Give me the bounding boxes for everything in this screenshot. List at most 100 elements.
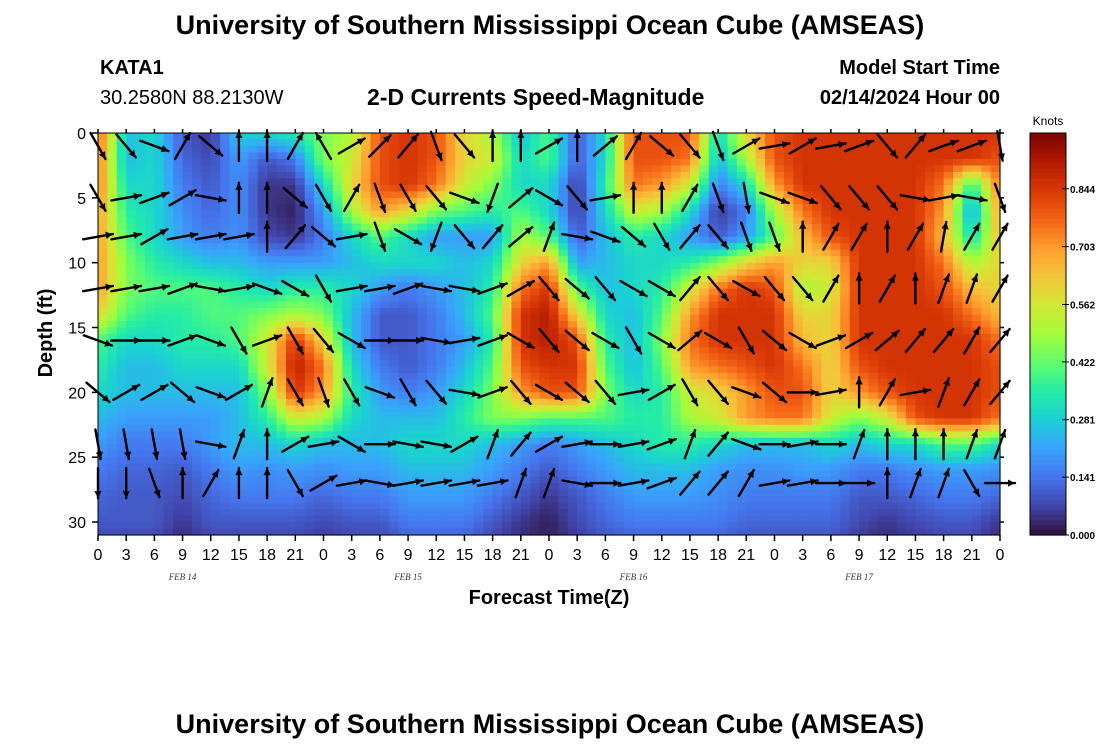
heatmap-cell bbox=[408, 418, 419, 426]
heatmap-cell bbox=[295, 385, 306, 393]
heatmap-cell bbox=[765, 327, 776, 335]
heatmap-cell bbox=[765, 418, 776, 426]
heatmap-cell bbox=[680, 204, 691, 212]
heatmap-cell bbox=[408, 210, 419, 218]
heatmap-cell bbox=[699, 437, 710, 445]
heatmap-cell bbox=[389, 334, 400, 342]
heatmap-cell bbox=[915, 321, 926, 329]
heatmap-cell bbox=[342, 256, 353, 264]
heatmap-cell bbox=[539, 411, 550, 419]
heatmap-cell bbox=[473, 308, 484, 316]
heatmap-cell bbox=[943, 346, 954, 355]
heatmap-cell bbox=[549, 327, 559, 335]
heatmap-cell bbox=[238, 197, 249, 205]
heatmap-cell bbox=[567, 359, 578, 368]
heatmap-cell bbox=[398, 165, 409, 173]
heatmap-cell bbox=[314, 204, 325, 212]
heatmap-cell bbox=[229, 139, 240, 147]
heatmap-cell bbox=[398, 171, 409, 179]
heatmap-cell bbox=[285, 230, 296, 238]
heatmap-cell bbox=[276, 405, 287, 413]
heatmap-cell bbox=[934, 236, 945, 244]
heatmap-cell bbox=[915, 353, 926, 361]
heatmap-cell bbox=[370, 327, 381, 335]
heatmap-cell bbox=[238, 262, 249, 270]
heatmap-cell bbox=[276, 262, 287, 270]
heatmap-cell bbox=[173, 405, 184, 413]
heatmap-cell bbox=[154, 353, 165, 361]
heatmap-cell bbox=[755, 353, 766, 361]
heatmap-cell bbox=[783, 457, 794, 465]
heatmap-cell bbox=[464, 353, 475, 361]
heatmap-cell bbox=[314, 450, 325, 458]
heatmap-cell bbox=[502, 262, 513, 270]
heatmap-cell bbox=[595, 249, 606, 257]
heatmap-cell bbox=[971, 398, 982, 406]
heatmap-cell bbox=[774, 314, 785, 322]
heatmap-cell bbox=[201, 197, 212, 205]
heatmap-cell bbox=[793, 171, 804, 179]
heatmap-cell bbox=[173, 243, 184, 251]
heatmap-cell bbox=[116, 444, 127, 452]
heatmap-cell bbox=[924, 295, 935, 303]
heatmap-cell bbox=[981, 165, 992, 173]
heatmap-cell bbox=[783, 359, 794, 368]
heatmap-cell bbox=[107, 275, 118, 283]
heatmap-cell bbox=[267, 288, 278, 296]
heatmap-cell bbox=[98, 437, 108, 445]
heatmap-cell bbox=[455, 204, 466, 212]
heatmap-cell bbox=[943, 191, 954, 199]
heatmap-cell bbox=[605, 379, 616, 387]
heatmap-cell bbox=[530, 301, 541, 309]
heatmap-cell bbox=[238, 184, 249, 192]
heatmap-cell bbox=[98, 308, 108, 316]
heatmap-cell bbox=[887, 372, 898, 380]
heatmap-cell bbox=[210, 424, 221, 432]
heatmap-cell bbox=[868, 230, 879, 238]
heatmap-cell bbox=[116, 282, 127, 290]
heatmap-cell bbox=[971, 204, 982, 212]
heatmap-cell bbox=[238, 301, 249, 309]
heatmap-cell bbox=[896, 398, 907, 406]
heatmap-cell bbox=[511, 171, 522, 179]
heatmap-cell bbox=[652, 359, 663, 368]
heatmap-cell bbox=[746, 418, 757, 426]
heatmap-cell bbox=[849, 171, 860, 179]
heatmap-cell bbox=[708, 217, 719, 225]
heatmap-cell bbox=[849, 204, 860, 212]
heatmap-cell bbox=[718, 372, 729, 380]
heatmap-cell bbox=[887, 165, 898, 173]
heatmap-cell bbox=[624, 256, 635, 264]
heatmap-cell bbox=[981, 457, 992, 465]
heatmap-cell bbox=[464, 444, 475, 452]
heatmap-cell bbox=[502, 431, 513, 439]
heatmap-cell bbox=[445, 321, 456, 329]
heatmap-cell bbox=[210, 418, 221, 426]
heatmap-cell bbox=[849, 327, 860, 335]
heatmap-cell bbox=[370, 301, 381, 309]
heatmap-cell bbox=[953, 385, 964, 393]
heatmap-cell bbox=[511, 178, 522, 186]
heatmap-cell bbox=[173, 418, 184, 426]
heatmap-cell bbox=[201, 133, 212, 141]
heatmap-cell bbox=[511, 411, 522, 419]
heatmap-cell bbox=[990, 139, 1001, 147]
heatmap-cell bbox=[990, 197, 1001, 205]
heatmap-cell bbox=[408, 379, 419, 387]
heatmap-cell bbox=[859, 197, 870, 205]
heatmap-cell bbox=[389, 405, 400, 413]
heatmap-cell bbox=[765, 204, 776, 212]
heatmap-cell bbox=[633, 450, 644, 458]
heatmap-cell bbox=[210, 295, 221, 303]
heatmap-cell bbox=[633, 269, 644, 277]
heatmap-cell bbox=[182, 236, 193, 244]
heatmap-cell bbox=[746, 463, 757, 471]
heatmap-cell bbox=[783, 295, 794, 303]
heatmap-cell bbox=[830, 236, 841, 244]
heatmap-cell bbox=[135, 457, 146, 465]
heatmap-cell bbox=[173, 321, 184, 329]
heatmap-cell bbox=[549, 275, 559, 283]
heatmap-cell bbox=[577, 359, 588, 368]
heatmap-cell bbox=[135, 269, 146, 277]
heatmap-cell bbox=[389, 392, 400, 400]
